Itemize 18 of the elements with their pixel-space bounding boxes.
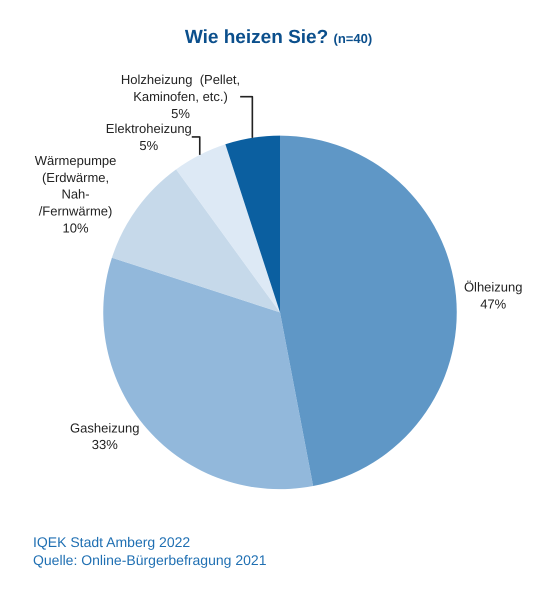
text: IQEK Stadt Amberg 2022 — [33, 534, 190, 550]
chart-title: Wie heizen Sie? — [184, 27, 328, 48]
slice-label: Holzheizung (Pellet, Kaminofen, etc.) — [120, 72, 240, 104]
pie-slice — [176, 144, 280, 312]
pie-slice — [112, 169, 280, 312]
slice-label: Gasheizung — [70, 420, 140, 436]
pie-slice — [225, 136, 280, 312]
pie-slice — [280, 136, 457, 486]
slice-label: Wärmepumpe (Erdwärme, Nah- /Fernwärme) — [34, 152, 116, 219]
chart-subtitle: (n=40) — [334, 31, 372, 46]
data-label: 10% — [62, 220, 89, 236]
data-label: 5% — [139, 138, 159, 153]
slice-label: Ölheizung — [464, 280, 522, 295]
slice-label: Elektroheizung — [106, 121, 192, 136]
source-note: Quelle: Online-Bürgerbefragung 2021 — [33, 552, 267, 568]
data-label: 47% — [480, 296, 507, 312]
data-label: 33% — [92, 437, 118, 452]
data-label: 5% — [171, 106, 190, 122]
